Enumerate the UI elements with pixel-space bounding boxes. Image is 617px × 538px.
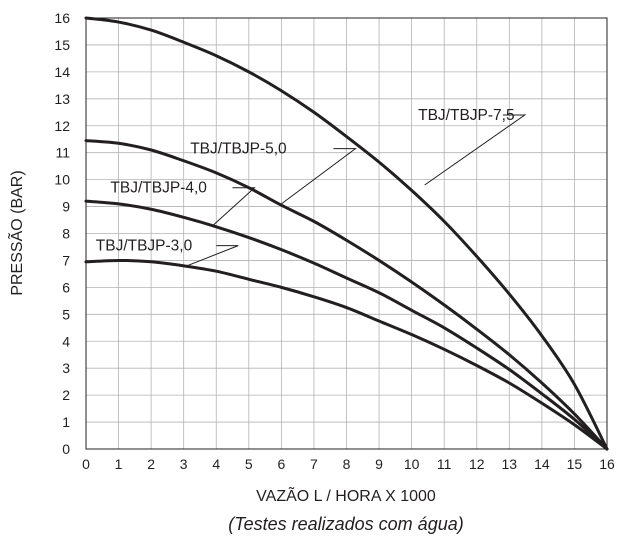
x-tick-label: 8 <box>343 456 351 472</box>
label-leader-line <box>212 187 256 226</box>
y-tick-label: 15 <box>54 37 70 53</box>
x-tick-label: 6 <box>277 456 285 472</box>
plot-frame <box>85 17 608 450</box>
curves <box>84 16 609 451</box>
curve-label: TBJ/TBJP-7,5 <box>418 107 514 124</box>
x-tick-label: 16 <box>599 456 615 472</box>
y-tick-label: 6 <box>62 279 70 295</box>
curve-label: TBJ/TBJP-4,0 <box>110 180 207 197</box>
y-tick-label: 2 <box>62 387 70 403</box>
y-tick-label: 8 <box>62 226 70 242</box>
x-tick-labels: 0 1 2 3 4 5 6 7 8 9 10 11 12 13 14 15 16 <box>82 456 615 472</box>
y-tick-label: 14 <box>54 64 70 80</box>
y-tick-label: 0 <box>62 441 70 457</box>
x-tick-label: 13 <box>502 456 518 472</box>
x-tick-label: 9 <box>375 456 383 472</box>
label-leader-line <box>186 245 239 267</box>
x-tick-label: 5 <box>245 456 253 472</box>
y-tick-label: 9 <box>62 199 70 215</box>
y-tick-label: 4 <box>62 333 70 349</box>
curve-series-3 <box>84 199 609 451</box>
y-tick-label: 13 <box>54 91 70 107</box>
x-tick-label: 4 <box>212 456 220 472</box>
x-tick-label: 12 <box>469 456 485 472</box>
x-tick-label: 11 <box>437 456 452 472</box>
x-tick-label: 3 <box>180 456 188 472</box>
y-axis-title: PRESSÃO (BAR) <box>6 170 26 295</box>
label-leader-line <box>281 148 357 205</box>
y-tick-label: 1 <box>62 414 70 430</box>
x-tick-label: 10 <box>404 456 420 472</box>
curve-label: TBJ/TBJP-5,0 <box>190 141 287 158</box>
curve-labels: TBJ/TBJP-7,5 TBJ/TBJP-5,0 TBJ/TBJP-4,0 TBJ/… <box>96 107 527 267</box>
curve-label: TBJ/TBJP-3,0 <box>96 238 193 255</box>
curve-series-4 <box>84 258 609 451</box>
y-tick-label: 10 <box>54 172 70 188</box>
x-tick-label: 1 <box>115 456 123 472</box>
y-tick-label: 3 <box>62 360 70 376</box>
x-tick-label: 15 <box>567 456 583 472</box>
x-tick-label: 0 <box>82 456 90 472</box>
y-tick-label: 12 <box>54 118 70 134</box>
test-note: (Testes realizados com água) <box>228 514 463 534</box>
y-tick-label: 5 <box>62 306 70 322</box>
y-tick-label: 7 <box>62 252 70 268</box>
label-leader-line <box>424 114 527 186</box>
x-axis-title: VAZÃO L / HORA X 1000 <box>256 485 436 505</box>
x-tick-label: 7 <box>310 456 318 472</box>
x-tick-label: 2 <box>147 456 155 472</box>
curve-series-1 <box>84 16 609 451</box>
curve-series-2 <box>84 139 609 451</box>
y-tick-label: 11 <box>55 145 70 161</box>
y-tick-label: 16 <box>54 10 70 26</box>
x-tick-label: 14 <box>534 456 550 472</box>
